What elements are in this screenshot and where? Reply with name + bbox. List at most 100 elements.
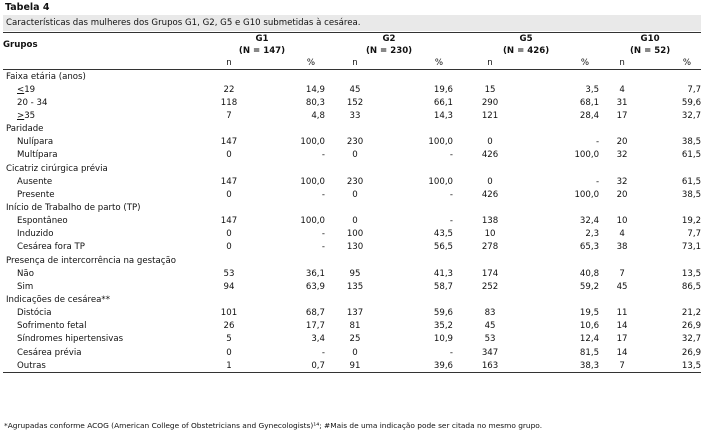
table-row: Multípara 0 - 0 - 426 100,0 32 61,5: [3, 149, 701, 162]
table-row: Presente 0 - 0 - 426 100,0 20 38,5: [3, 188, 701, 201]
group-n: (N = 426): [502, 46, 550, 56]
count-cell: 15: [484, 84, 496, 95]
group-name: G1: [255, 34, 269, 44]
percent-cell: 35,2: [433, 321, 454, 332]
count-cell: 11: [616, 308, 628, 319]
empty-cell: [599, 162, 645, 175]
empty-cell: [199, 162, 259, 175]
subheader-row: n % n % n % n %: [3, 57, 702, 70]
category-row: Presença de intercorrência na gestação: [3, 254, 701, 267]
empty-cell: [385, 201, 453, 214]
empty-cell: [453, 201, 527, 214]
row-label-text: Ausente: [17, 176, 53, 187]
category-row: Paridade: [3, 123, 701, 136]
subheader-n: n: [599, 57, 646, 70]
percent-cell: 100,0: [300, 216, 326, 227]
category-label: Cicatriz cirúrgica prévia: [6, 163, 108, 174]
count-cell: 147: [220, 216, 238, 227]
row-label: Presente: [3, 188, 199, 201]
data-table: Grupos G1 (N = 147) G2 (N = 230) G5 (N =…: [3, 32, 702, 374]
count-cell: 0: [352, 347, 358, 358]
percent-cell: -: [595, 137, 600, 148]
percent-cell: -: [321, 242, 326, 253]
percent-cell: 59,2: [579, 281, 600, 292]
group-name: G5: [519, 34, 533, 44]
category-label: Faixa etária (anos): [6, 71, 86, 82]
percent-cell: 19,2: [681, 216, 702, 227]
percent-cell: 38,3: [527, 359, 600, 374]
table-row: Cesárea prévia 0 - 0 - 347 81,5 14 26,9: [3, 346, 701, 359]
row-label: Nulípara: [3, 136, 199, 149]
table-row: Síndromes hipertensivas 5 3,4 25 10,9 53 12,4 1…: [3, 333, 701, 346]
count-cell: 10: [616, 216, 628, 227]
percent-cell: 26,9: [681, 347, 702, 358]
percent-cell: 38,5: [681, 189, 702, 200]
percent-cell: 12,4: [579, 334, 600, 345]
count-cell: 0: [487, 137, 493, 148]
count-cell: 101: [220, 308, 238, 319]
percent-cell: 100,0: [428, 176, 454, 187]
percent-cell: -: [321, 150, 326, 161]
group-n: (N = 147): [238, 46, 286, 56]
percent-cell: 19,5: [579, 308, 600, 319]
count-cell: 81: [349, 321, 361, 332]
subheader-n: n: [453, 57, 528, 70]
category-row: Início de Trabalho de parto (TP): [3, 201, 701, 214]
row-label: >35: [3, 109, 199, 122]
empty-cell: [259, 123, 325, 136]
percent-cell: 19,6: [433, 84, 454, 95]
count-cell: 38: [616, 242, 628, 253]
empty-cell: [325, 123, 385, 136]
percent-cell: 100,0: [574, 189, 600, 200]
empty-cell: [527, 201, 599, 214]
count-cell: 7: [599, 359, 646, 374]
empty-cell: [259, 201, 325, 214]
empty-cell: [453, 162, 527, 175]
percent-cell: 2,3: [585, 229, 600, 240]
category-label: Início de Trabalho de parto (TP): [6, 202, 141, 213]
percent-cell: -: [321, 347, 326, 358]
empty-cell: [199, 254, 259, 267]
percent-cell: 100,0: [428, 137, 454, 148]
percent-cell: 13,5: [681, 268, 702, 279]
row-label-text: Sofrimento fetal: [17, 321, 87, 332]
empty-cell: [385, 162, 453, 175]
empty-cell: [527, 123, 599, 136]
group-header-g10: G10 (N = 52): [599, 32, 702, 57]
subheader-pct: %: [527, 57, 600, 70]
percent-cell: 3,5: [585, 84, 600, 95]
count-cell: 7: [619, 268, 625, 279]
count-cell: 426: [481, 189, 499, 200]
row-label: Sim: [3, 280, 199, 293]
empty-cell: [645, 123, 701, 136]
row-label: Distócia: [3, 307, 199, 320]
percent-cell: 4,8: [311, 110, 326, 121]
percent-cell: 39,6: [385, 359, 454, 374]
count-cell: 45: [616, 281, 628, 292]
count-cell: 95: [349, 268, 361, 279]
empty-cell: [325, 254, 385, 267]
count-cell: 22: [223, 84, 235, 95]
table-row: Outras 1 0,7 91 39,6 163 38,3 7 13,5: [3, 359, 702, 374]
count-cell: 137: [346, 308, 364, 319]
empty-cell: [453, 70, 527, 84]
count-cell: 17: [616, 334, 628, 345]
row-label: Ausente: [3, 175, 199, 188]
count-cell: 25: [349, 334, 361, 345]
empty-cell: [325, 70, 385, 84]
empty-cell: [385, 123, 453, 136]
percent-cell: 80,3: [305, 97, 326, 108]
empty-cell: [599, 70, 645, 84]
percent-cell: 3,4: [311, 334, 326, 345]
count-cell: 147: [220, 176, 238, 187]
empty-cell: [599, 123, 645, 136]
empty-cell: [259, 162, 325, 175]
row-label-text: Presente: [17, 189, 55, 200]
row-label: Multípara: [3, 149, 199, 162]
percent-cell: -: [449, 347, 454, 358]
row-label: Cesárea prévia: [3, 346, 199, 359]
empty-cell: [527, 254, 599, 267]
table-row: Sim 94 63,9 135 58,7 252 59,2 45 86,5: [3, 280, 701, 293]
row-label-text: <19: [17, 84, 36, 95]
table-row: Não 53 36,1 95 41,3 174 40,8 7 13,5: [3, 267, 701, 280]
